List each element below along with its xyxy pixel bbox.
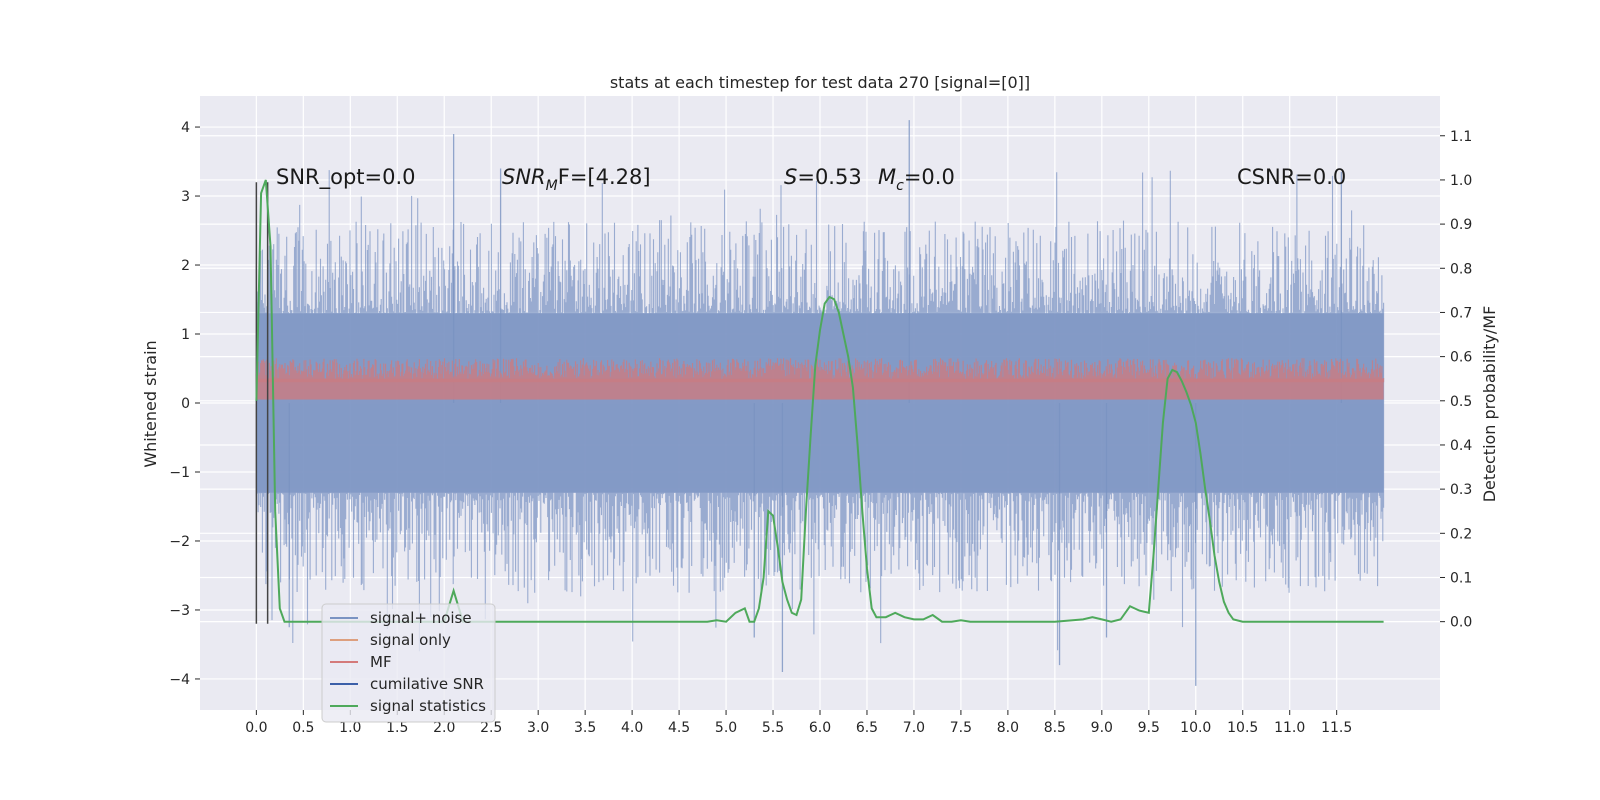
x-tick-label: 3.0 — [527, 720, 549, 736]
y2-tick-label: 1.1 — [1450, 129, 1472, 145]
annotation-s-main: S — [784, 165, 797, 189]
annotation-mc-sub: c — [896, 178, 904, 194]
y-axis-label: Whitened strain — [141, 340, 160, 467]
x-tick-label: 4.5 — [668, 720, 690, 736]
x-tick-label: 9.5 — [1138, 720, 1160, 736]
y2-tick-label: 0.1 — [1450, 570, 1472, 586]
x-tick-label: 7.0 — [903, 720, 925, 736]
x-tick-label: 10.0 — [1180, 720, 1211, 736]
annotation-mc: Mc=0.0 — [878, 165, 955, 194]
x-tick-label: 0.5 — [292, 720, 314, 736]
annotation-snr-mf-main: SNR — [502, 165, 546, 189]
y-tick-label: −4 — [169, 672, 190, 688]
y2-tick-label: 0.3 — [1450, 482, 1472, 498]
annotation-s-tail: =0.53 — [797, 165, 861, 189]
y-tick-label: 4 — [181, 120, 190, 136]
legend: signal+ noise signal only MF cumilative SNR… — [321, 603, 496, 723]
y2-axis-ticks: 1.1 1.0 0.9 0.8 0.7 0.6 0.5 0.4 0.3 0.2 0.1 0.0 — [1440, 129, 1472, 631]
x-tick-label: 6.0 — [809, 720, 831, 736]
y-tick-label: 3 — [181, 189, 190, 205]
legend-box — [321, 603, 496, 723]
x-tick-label: 5.0 — [715, 720, 737, 736]
legend-label: signal+ noise — [370, 609, 472, 627]
x-tick-label: 5.5 — [762, 720, 784, 736]
x-tick-label: 7.5 — [950, 720, 972, 736]
x-tick-label: 2.5 — [480, 720, 502, 736]
y2-axis-label: Detection probability/MF — [1480, 306, 1499, 503]
x-axis-ticks: 0.0 0.5 1.0 1.5 2.0 2.5 3.0 3.5 4.0 4.5 5.0 5.5 6.0 6… — [245, 710, 1352, 736]
y2-tick-label: 0.4 — [1450, 438, 1472, 454]
chart-title: stats at each timestep for test data 270… — [610, 73, 1030, 92]
y-tick-label: 1 — [181, 327, 190, 343]
legend-label: signal only — [370, 631, 451, 649]
x-tick-label: 8.0 — [997, 720, 1019, 736]
y2-tick-label: 0.9 — [1450, 217, 1472, 233]
signal-statistics-series — [255, 179, 1384, 623]
y2-tick-label: 0.7 — [1450, 305, 1472, 321]
x-tick-label: 0.0 — [245, 720, 267, 736]
x-tick-label: 4.0 — [621, 720, 643, 736]
x-tick-label: 9.0 — [1091, 720, 1113, 736]
x-tick-label: 3.5 — [574, 720, 596, 736]
x-tick-label: 1.5 — [386, 720, 408, 736]
annotation-snr-opt: SNR_opt=0.0 — [276, 165, 416, 190]
y2-tick-label: 0.0 — [1450, 615, 1472, 631]
y2-tick-label: 0.5 — [1450, 394, 1472, 410]
x-tick-label: 11.5 — [1321, 720, 1352, 736]
y-tick-label: 2 — [181, 258, 190, 274]
mf-series — [255, 358, 1385, 400]
annotation-snr-mf-tail: F=[4.28] — [558, 165, 651, 189]
y-tick-label: −2 — [169, 534, 190, 550]
y2-tick-label: 0.6 — [1450, 350, 1472, 366]
x-tick-label: 8.5 — [1044, 720, 1066, 736]
legend-label: MF — [370, 653, 392, 671]
y2-tick-label: 0.2 — [1450, 526, 1472, 542]
annotation-csnr: CSNR=0.0 — [1237, 165, 1346, 189]
y-tick-label: −3 — [169, 603, 190, 619]
y-axis-ticks: 4 3 2 1 0 −1 −2 −3 −4 — [169, 120, 200, 688]
y2-tick-label: 1.0 — [1450, 173, 1472, 189]
annotation-snr-mf: SNRMF=[4.28] — [502, 165, 651, 194]
x-tick-label: 10.5 — [1227, 720, 1258, 736]
legend-label: cumilative SNR — [370, 675, 484, 693]
y-tick-label: −1 — [169, 465, 190, 481]
annotation-s: S=0.53 — [784, 165, 862, 189]
x-tick-label: 11.0 — [1274, 720, 1305, 736]
annotation-mc-tail: =0.0 — [904, 165, 955, 189]
signal-statistics-line — [255, 179, 1384, 623]
y-tick-label: 0 — [181, 396, 190, 412]
legend-label: signal statistics — [370, 697, 486, 715]
vertical-markers — [255, 182, 269, 624]
x-tick-label: 2.0 — [433, 720, 455, 736]
annotation-mc-main: M — [878, 165, 896, 189]
x-tick-label: 6.5 — [856, 720, 878, 736]
annotation-snr-mf-sub: M — [546, 178, 558, 194]
signal-plus-noise-series — [255, 120, 1385, 686]
mf-core-band — [256, 378, 1384, 400]
y2-tick-label: 0.8 — [1450, 261, 1472, 277]
x-tick-label: 1.0 — [339, 720, 361, 736]
